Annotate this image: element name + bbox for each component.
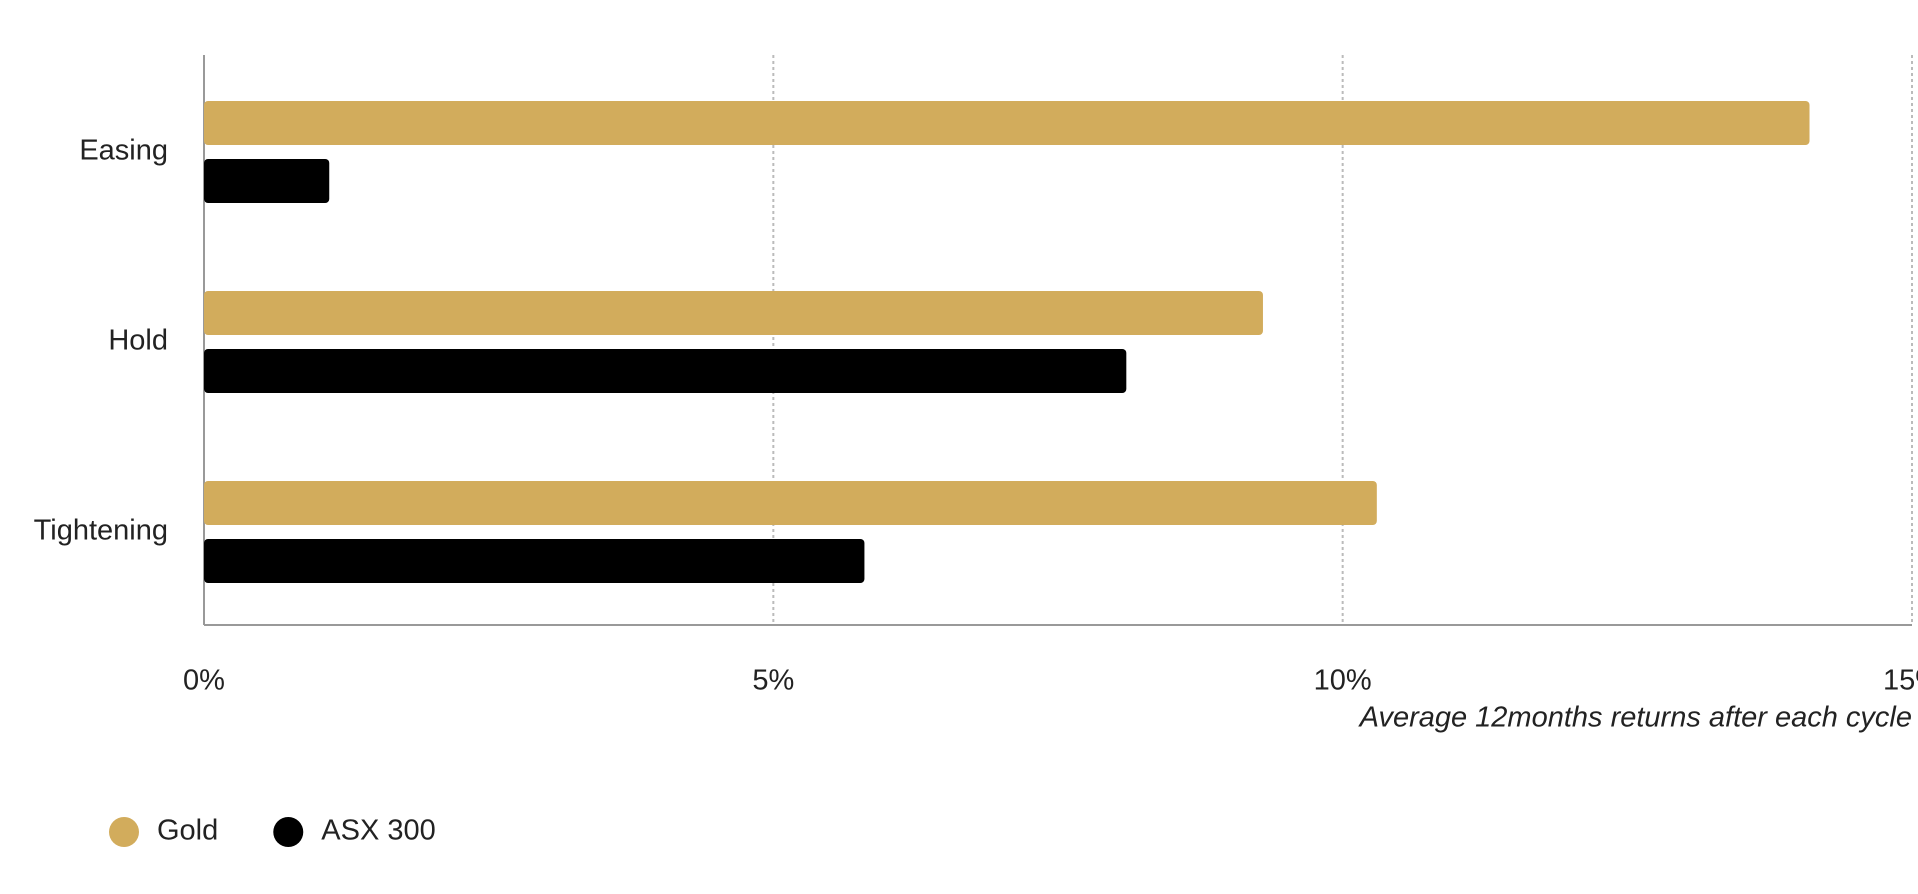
x-tick-label: 5% [752,665,794,697]
bar [204,291,1263,335]
bar [204,159,330,203]
y-tick-label: Easing [79,135,168,167]
legend-label: Gold [157,815,218,847]
x-axis-label: Average 12months returns after each cycl… [1358,702,1912,734]
x-tick-label: 0% [183,665,225,697]
bar [204,481,1377,525]
legend-marker [273,817,304,847]
bar [204,101,1810,145]
bar [204,349,1127,393]
legend-marker [109,817,139,847]
legend-label: ASX 300 [321,815,435,847]
y-tick-label: Tightening [34,515,168,547]
y-tick-label: Hold [108,325,168,357]
x-tick-label: 10% [1314,665,1372,697]
x-tick-label: 15% [1883,665,1918,697]
bar [204,539,865,583]
